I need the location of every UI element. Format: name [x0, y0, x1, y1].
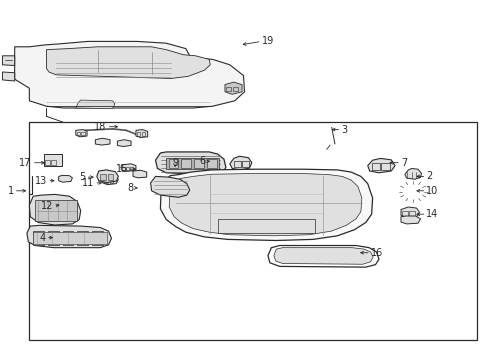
Ellipse shape [403, 184, 422, 199]
Polygon shape [160, 169, 372, 240]
Ellipse shape [42, 152, 63, 166]
Ellipse shape [51, 158, 55, 161]
Polygon shape [229, 156, 251, 170]
Polygon shape [273, 248, 372, 264]
Ellipse shape [58, 202, 69, 209]
Bar [401, 211, 407, 216]
Polygon shape [102, 176, 118, 185]
Text: 8: 8 [126, 183, 133, 193]
Bar [217, 219, 315, 233]
Text: 7: 7 [400, 158, 407, 168]
Ellipse shape [398, 181, 427, 202]
Polygon shape [169, 174, 361, 236]
Bar [77, 231, 88, 245]
Text: 17: 17 [20, 158, 32, 168]
Bar [107, 174, 113, 180]
Bar [408, 211, 414, 216]
Polygon shape [59, 175, 72, 182]
Bar [168, 159, 178, 168]
Text: 10: 10 [426, 186, 438, 196]
Polygon shape [46, 47, 210, 78]
Bar [33, 232, 106, 244]
Text: 3: 3 [341, 125, 347, 135]
Ellipse shape [42, 202, 54, 209]
Polygon shape [29, 194, 81, 225]
Polygon shape [117, 140, 131, 147]
Bar [137, 132, 140, 136]
Polygon shape [2, 72, 15, 81]
Bar [142, 132, 145, 136]
Bar [77, 132, 80, 135]
Text: 18: 18 [94, 122, 106, 132]
Bar [109, 180, 113, 183]
Polygon shape [76, 100, 115, 109]
Bar [232, 87, 237, 91]
Bar [166, 158, 219, 169]
Ellipse shape [273, 185, 310, 212]
Bar [122, 167, 125, 170]
Text: 11: 11 [82, 178, 94, 188]
Bar [81, 132, 84, 135]
Bar [62, 231, 73, 245]
Bar [44, 154, 61, 166]
Bar [194, 159, 203, 168]
Ellipse shape [47, 155, 59, 163]
Text: 9: 9 [172, 158, 178, 168]
Polygon shape [97, 170, 118, 183]
Text: 1: 1 [7, 186, 14, 196]
Text: 15: 15 [116, 164, 128, 174]
Bar [371, 163, 380, 170]
Bar [130, 167, 133, 170]
Bar [33, 231, 44, 245]
Bar [29, 122, 476, 340]
Text: 16: 16 [370, 248, 382, 258]
Polygon shape [15, 41, 244, 108]
Bar [35, 200, 77, 221]
Bar [181, 159, 191, 168]
Polygon shape [224, 82, 242, 94]
Text: 13: 13 [35, 176, 47, 186]
Bar [381, 163, 389, 170]
Polygon shape [404, 168, 421, 179]
Bar [126, 167, 129, 170]
Bar [104, 180, 108, 183]
Bar [206, 159, 216, 168]
Polygon shape [367, 158, 394, 173]
Polygon shape [76, 130, 87, 137]
Polygon shape [133, 170, 146, 178]
Text: 12: 12 [41, 201, 54, 211]
Text: 4: 4 [40, 233, 46, 243]
Polygon shape [121, 164, 136, 171]
Bar [45, 160, 50, 165]
Polygon shape [155, 152, 225, 175]
Text: 5: 5 [79, 172, 85, 182]
Polygon shape [95, 138, 110, 145]
Text: 19: 19 [261, 36, 273, 46]
Bar [242, 161, 249, 167]
Polygon shape [2, 56, 15, 66]
Bar [233, 161, 241, 167]
Bar [92, 231, 102, 245]
Bar [225, 87, 230, 91]
Bar [48, 231, 59, 245]
Polygon shape [267, 246, 378, 267]
Polygon shape [400, 216, 420, 224]
Text: 14: 14 [426, 209, 438, 219]
Ellipse shape [409, 189, 415, 194]
Polygon shape [400, 207, 419, 217]
Polygon shape [27, 225, 111, 248]
Bar [100, 174, 105, 180]
Ellipse shape [280, 190, 304, 208]
Polygon shape [136, 130, 147, 138]
Polygon shape [150, 176, 189, 197]
Text: 6: 6 [199, 156, 205, 166]
Text: 2: 2 [426, 171, 432, 181]
Bar [51, 160, 56, 165]
